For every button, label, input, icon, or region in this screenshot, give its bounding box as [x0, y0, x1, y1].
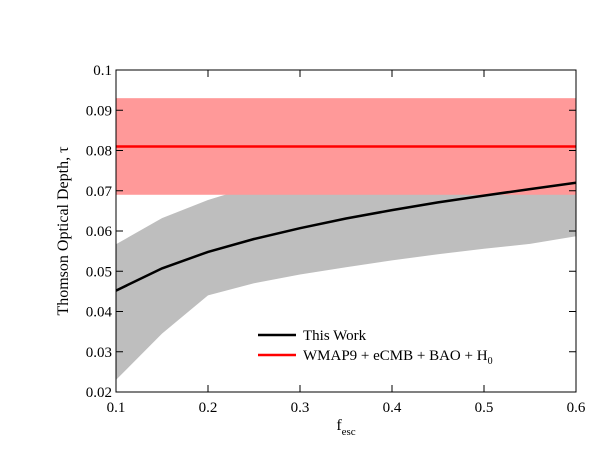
y-tick-label: 0.1 — [93, 63, 112, 79]
y-axis-ticks: 0.02 0.03 0.04 0.05 0.06 0.07 0.08 0.09 0.1 — [86, 63, 576, 401]
x-tick-label: 0.1 — [107, 400, 126, 416]
y-tick-label: 0.04 — [86, 305, 113, 321]
y-tick-label: 0.08 — [86, 144, 112, 160]
x-tick-label: 0.5 — [475, 400, 494, 416]
y-tick-label: 0.03 — [86, 345, 112, 361]
x-tick-label: 0.4 — [383, 400, 402, 416]
x-tick-label: 0.6 — [567, 400, 586, 416]
x-axis-title: fesc — [336, 417, 355, 438]
y-tick-label: 0.07 — [86, 184, 113, 200]
y-tick-label: 0.06 — [86, 224, 113, 240]
x-tick-label: 0.2 — [199, 400, 218, 416]
y-axis-title: Thomson Optical Depth, τ — [55, 146, 72, 316]
legend-label-this-work: This Work — [303, 328, 367, 344]
legend: This Work WMAP9 + eCMB + BAO + H0 — [258, 328, 493, 367]
y-tick-label: 0.05 — [86, 264, 112, 280]
this-work-line — [116, 181, 576, 292]
y-tick-label: 0.02 — [86, 385, 112, 401]
x-tick-label: 0.3 — [291, 400, 310, 416]
plot-area — [116, 98, 576, 380]
legend-label-wmap9: WMAP9 + eCMB + BAO + H0 — [303, 348, 493, 367]
y-tick-label: 0.09 — [86, 103, 112, 119]
this-work-uncertainty-band — [116, 141, 576, 380]
x-axis-ticks: 0.1 0.2 0.3 0.4 0.5 0.6 — [107, 70, 586, 416]
